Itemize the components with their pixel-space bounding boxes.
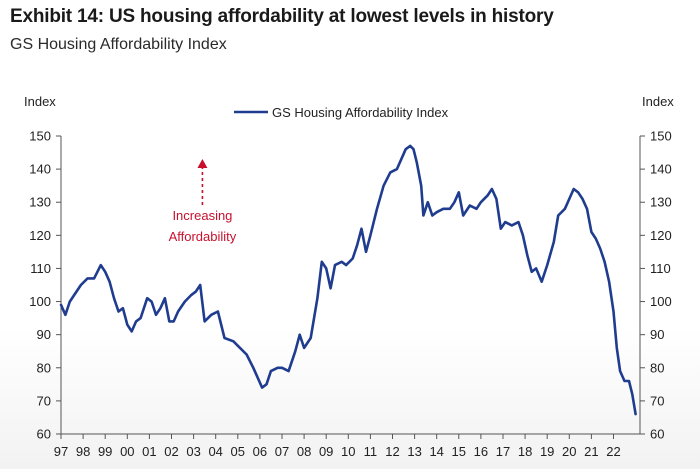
- x-tick-label: 21: [584, 444, 598, 459]
- x-tick-label: 99: [98, 444, 112, 459]
- y-axis-right-ticks: 60 70 80 90 100 110 120 130 140 150: [640, 129, 672, 442]
- x-tick-label: 97: [54, 444, 68, 459]
- x-tick-label: 02: [164, 444, 178, 459]
- y-tick-right-label: 70: [650, 393, 664, 408]
- annotation-line-1: Increasing: [172, 208, 232, 223]
- y-tick-right-label: 100: [650, 294, 672, 309]
- x-tick-label: 06: [253, 444, 267, 459]
- x-tick-label: 22: [606, 444, 620, 459]
- x-tick-label: 07: [275, 444, 289, 459]
- affordability-annotation: Increasing Affordability: [169, 159, 237, 244]
- y-tick-left-label: 110: [30, 261, 51, 276]
- x-tick-label: 12: [385, 444, 399, 459]
- annotation-line-2: Affordability: [169, 229, 237, 244]
- y-tick-right-label: 110: [650, 261, 671, 276]
- annotation-arrow-head: [197, 159, 208, 168]
- x-tick-label: 11: [364, 444, 378, 459]
- legend: GS Housing Affordability Index: [234, 105, 449, 120]
- x-tick-label: 05: [231, 444, 245, 459]
- x-tick-label: 20: [562, 444, 576, 459]
- x-tick-label: 17: [496, 444, 510, 459]
- series-line-gs-housing-affordability-index: [59, 144, 637, 416]
- x-tick-label: 98: [76, 444, 90, 459]
- x-tick-label: 15: [452, 444, 466, 459]
- y-tick-left-label: 100: [29, 294, 51, 309]
- y-tick-left-label: 90: [37, 327, 51, 342]
- x-tick-label: 00: [120, 444, 134, 459]
- y-tick-left-label: 80: [37, 360, 51, 375]
- y-tick-left-label: 130: [29, 195, 51, 210]
- y-axis-left-ticks: 60 70 80 90 100 110 120 130 140 150: [29, 129, 61, 442]
- x-tick-label: 04: [208, 444, 222, 459]
- y-tick-right-label: 130: [650, 195, 672, 210]
- legend-label: GS Housing Affordability Index: [272, 105, 449, 120]
- y-tick-left-label: 70: [37, 393, 51, 408]
- y-tick-left-label: 60: [37, 427, 51, 442]
- y-axis-right-title: Index: [642, 94, 674, 109]
- x-axis-ticks: 97 98 99 00 01 02 03 04 05 06 07 08 09 10 11 12 13 14 15 16…: [54, 434, 621, 459]
- y-tick-left-label: 150: [29, 129, 51, 144]
- x-tick-label: 01: [142, 444, 156, 459]
- axes-group: [60, 136, 641, 435]
- x-tick-label: 19: [540, 444, 554, 459]
- x-tick-label: 03: [186, 444, 200, 459]
- y-axis-left-title: Index: [24, 94, 56, 109]
- y-tick-left-label: 140: [29, 162, 51, 177]
- x-tick-label: 18: [518, 444, 532, 459]
- x-tick-label: 08: [297, 444, 311, 459]
- x-tick-label: 10: [341, 444, 355, 459]
- x-tick-label: 14: [429, 444, 443, 459]
- y-tick-right-label: 90: [650, 327, 664, 342]
- y-tick-right-label: 60: [650, 427, 664, 442]
- x-tick-label: 13: [407, 444, 421, 459]
- y-tick-right-label: 150: [650, 129, 672, 144]
- x-tick-label: 09: [319, 444, 333, 459]
- chart-title: Exhibit 14: US housing affordability at …: [10, 6, 554, 27]
- x-tick-label: 16: [474, 444, 488, 459]
- y-tick-right-label: 120: [650, 228, 672, 243]
- y-tick-right-label: 140: [650, 162, 672, 177]
- y-tick-right-label: 80: [650, 360, 664, 375]
- chart-subtitle: GS Housing Affordability Index: [10, 36, 227, 53]
- y-tick-left-label: 120: [29, 228, 51, 243]
